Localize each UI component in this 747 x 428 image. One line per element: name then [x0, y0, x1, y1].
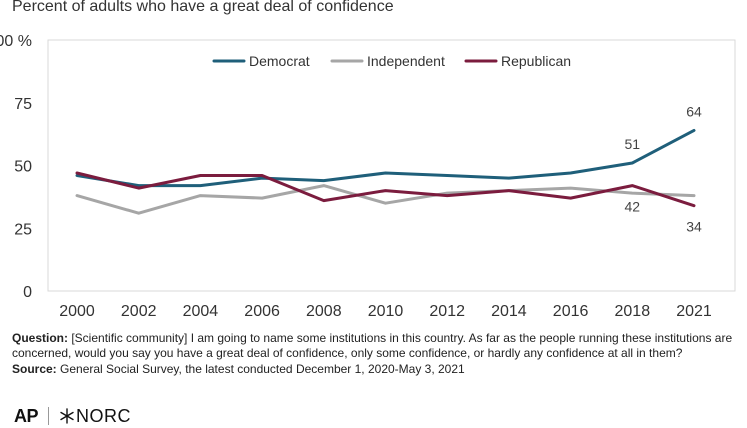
x-tick-label: 2004 [183, 303, 219, 320]
data-label: 51 [625, 136, 641, 152]
source-body: General Social Survey, the latest conduc… [60, 362, 465, 376]
footnote: Question: [Scientific community] I am go… [12, 331, 740, 377]
legend-label-republican: Republican [501, 53, 571, 69]
question-body: [Scientific community] I am going to nam… [12, 331, 733, 360]
x-tick-label: 2018 [615, 303, 651, 320]
legend-label-democrat: Democrat [249, 53, 310, 69]
line-chart: 0 25 50 75 100 % 2000 2002 2004 2006 2008 2010 2012… [0, 33, 736, 320]
y-tick-label: 25 [14, 221, 32, 238]
source-text: Source: General Social Survey, the lates… [12, 362, 740, 377]
ap-logo: AP [14, 405, 39, 426]
x-tick-label: 2008 [306, 303, 342, 320]
data-label: 64 [686, 103, 702, 119]
source-label: Source: [12, 362, 57, 376]
x-tick-label: 2002 [121, 303, 157, 320]
plot-frame [47, 39, 736, 292]
x-tick-label: 2006 [244, 303, 280, 320]
logo-divider [48, 407, 50, 425]
logos: AP NORC [14, 404, 131, 428]
norc-logo: NORC [59, 406, 131, 427]
x-tick-label: 2010 [368, 303, 404, 320]
question-label: Question: [12, 331, 68, 345]
x-tick-label: 2000 [59, 303, 95, 320]
data-label: 42 [625, 199, 641, 215]
x-tick-label: 2014 [491, 303, 527, 320]
y-tick-label: 75 [14, 96, 32, 113]
x-tick-label: 2021 [676, 303, 712, 320]
x-tick-label: 2016 [553, 303, 589, 320]
y-tick-label: 0 [23, 284, 32, 301]
y-tick-label: 50 [14, 159, 32, 176]
x-tick-label: 2012 [429, 303, 465, 320]
series-line-democrat [75, 128, 696, 188]
series-line-independent [75, 184, 696, 215]
question-text: Question: [Scientific community] I am go… [12, 331, 740, 361]
norc-logo-text: NORC [76, 405, 132, 426]
data-label: 34 [686, 219, 702, 235]
y-tick-label: 100 % [0, 33, 32, 50]
series-line-republican [75, 171, 696, 208]
norc-star-icon [60, 408, 74, 424]
chart-subtitle: Percent of adults who have a great deal … [12, 0, 394, 15]
legend-label-independent: Independent [367, 53, 445, 69]
